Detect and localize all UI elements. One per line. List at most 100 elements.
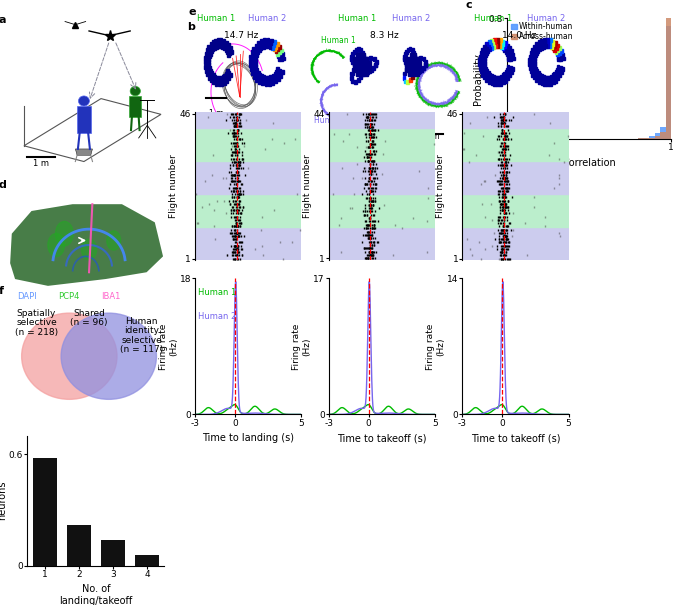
Bar (532, 52, 535, 56)
Bar (529, 66, 532, 70)
Text: Human 2: Human 2 (392, 14, 430, 23)
Text: Human 1: Human 1 (321, 36, 356, 45)
Text: 14.7 Hz: 14.7 Hz (224, 31, 259, 40)
Bar (206, 48, 208, 52)
Bar (490, 82, 493, 85)
Bar (414, 58, 416, 62)
Bar (488, 41, 490, 44)
Bar (373, 57, 376, 61)
Bar (210, 42, 212, 46)
Text: Human 2: Human 2 (314, 116, 349, 125)
Bar (533, 76, 536, 79)
Bar (416, 72, 419, 76)
Text: selective: selective (16, 318, 57, 327)
Bar (544, 76, 547, 80)
Bar (490, 46, 493, 50)
Bar (419, 69, 421, 73)
Bar (258, 48, 260, 52)
Bar (277, 72, 280, 76)
X-axis label: Time to takeoff (s): Time to takeoff (s) (337, 433, 427, 443)
Bar (218, 82, 220, 86)
Bar (482, 65, 484, 69)
Bar (254, 56, 257, 60)
Bar (354, 65, 357, 69)
Bar (666, 18, 671, 139)
Bar (544, 44, 547, 48)
Bar (558, 47, 561, 50)
Bar (500, 45, 503, 49)
Bar (485, 51, 488, 55)
Bar (257, 41, 260, 45)
Text: f: f (0, 286, 3, 296)
Text: b: b (187, 22, 195, 31)
Text: 1 m: 1 m (33, 159, 49, 168)
Bar (213, 43, 215, 47)
Bar (555, 74, 558, 78)
Bar (549, 79, 551, 82)
Bar (540, 82, 543, 85)
Bar (269, 42, 272, 45)
Bar (403, 71, 406, 76)
Bar (213, 77, 216, 82)
Bar (278, 50, 281, 54)
Bar (357, 47, 360, 51)
Bar (417, 70, 420, 74)
Bar (411, 75, 414, 79)
Bar (268, 82, 271, 86)
Bar (329, 194, 435, 227)
Bar (362, 53, 365, 57)
Bar (496, 76, 499, 80)
Bar (506, 44, 509, 47)
Bar (353, 57, 356, 60)
Bar (359, 68, 362, 72)
Bar (223, 78, 225, 82)
Bar (544, 79, 547, 83)
Bar (660, 127, 666, 139)
Bar (501, 77, 503, 82)
Bar (532, 68, 535, 72)
Bar (356, 65, 359, 68)
Bar (483, 45, 486, 48)
Bar (362, 71, 365, 75)
Bar (260, 74, 263, 78)
Bar (530, 51, 533, 55)
Bar (484, 71, 486, 75)
Bar (276, 67, 279, 71)
Text: Human 2: Human 2 (198, 312, 236, 321)
Bar (496, 38, 499, 42)
Text: DAPI: DAPI (17, 292, 37, 301)
Y-axis label: Firing rate
(Hz): Firing rate (Hz) (159, 323, 178, 370)
Bar (206, 73, 208, 76)
Bar (214, 39, 217, 42)
Bar (420, 68, 423, 72)
Bar (638, 138, 649, 139)
Bar (135, 555, 159, 566)
Bar (558, 51, 561, 55)
Bar (207, 68, 209, 71)
Bar (209, 51, 212, 56)
Bar (256, 51, 259, 54)
Bar (535, 51, 538, 55)
Bar (490, 39, 493, 42)
Bar (227, 48, 230, 52)
Bar (511, 53, 514, 57)
Bar (260, 47, 262, 50)
Bar (350, 76, 353, 80)
Bar (487, 76, 490, 79)
Bar (225, 79, 228, 83)
Bar (479, 62, 482, 66)
Bar (273, 40, 276, 44)
Bar (208, 50, 210, 54)
Bar (258, 73, 261, 76)
Bar (557, 57, 560, 62)
Bar (204, 65, 206, 68)
Bar (505, 70, 508, 74)
Y-axis label: Firing rate
(Hz): Firing rate (Hz) (426, 323, 445, 370)
Bar (555, 70, 558, 74)
Bar (375, 60, 377, 64)
Bar (505, 46, 508, 50)
Bar (223, 81, 225, 85)
Bar (511, 67, 514, 71)
Bar (503, 72, 506, 76)
Bar (195, 112, 301, 128)
